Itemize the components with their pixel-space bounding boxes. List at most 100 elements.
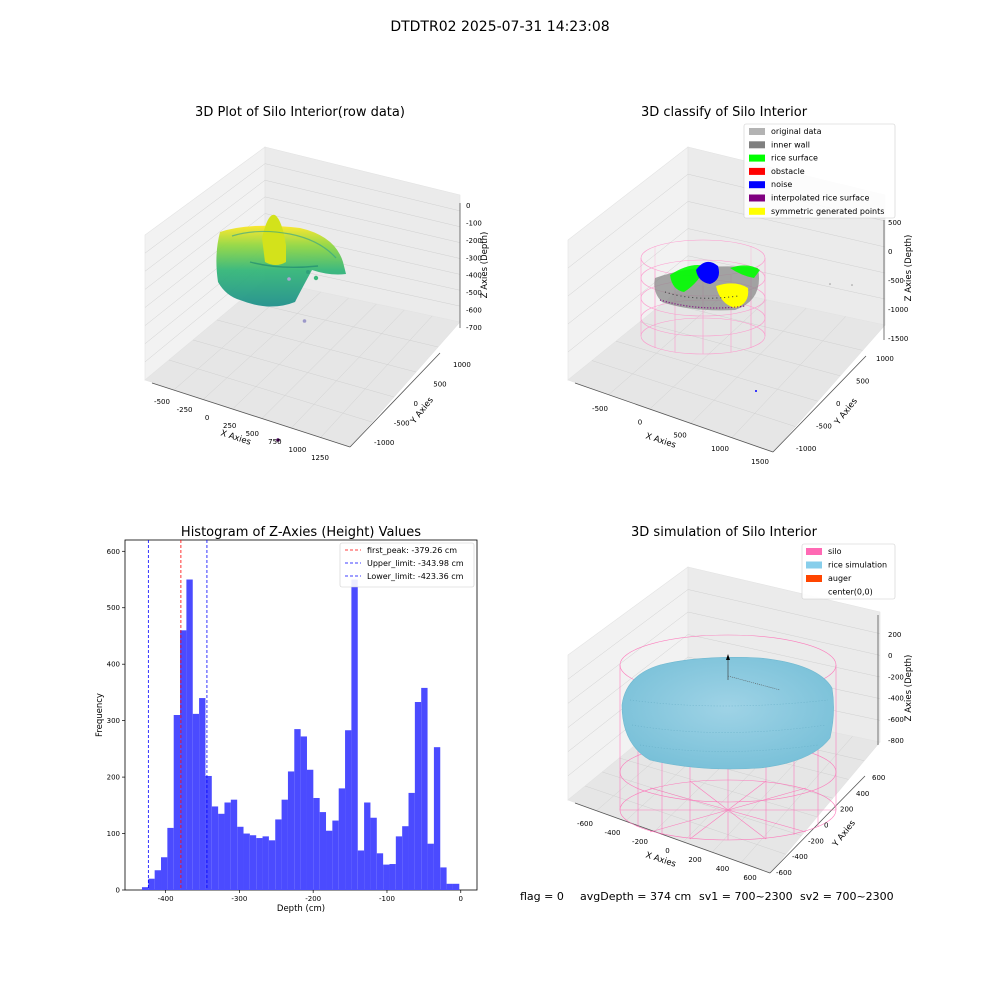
classify-legend-swatch	[749, 141, 765, 149]
hist-y-ticks: 0 100 200 300 400 500 600	[107, 548, 125, 895]
hist-bar	[440, 867, 447, 890]
hist-ylabel: Frequency	[95, 693, 105, 737]
hist-bar	[161, 857, 168, 890]
hist-bar	[205, 775, 212, 890]
figure-suptitle: DTDTR02 2025-07-31 14:23:08	[390, 19, 609, 35]
sim-legend-swatch	[806, 575, 822, 582]
sim-legend-label: rice simulation	[828, 561, 887, 570]
classify-3d-panel: 3D classify of Silo Interior	[567, 105, 914, 466]
raw-x-tick-label: 500	[246, 430, 259, 438]
classify-z-tick-label: -1000	[888, 306, 908, 314]
panel-title-classify: 3D classify of Silo Interior	[641, 105, 808, 120]
hist-bar	[452, 883, 460, 890]
raw-outlier-point	[276, 438, 280, 442]
hist-legend-label: Upper_limit: -343.98 cm	[367, 559, 464, 568]
classify-legend: original data inner wall rice surface obsta…	[743, 123, 896, 219]
panel-title-hist: Histogram of Z-Axies (Height) Values	[181, 525, 421, 540]
hist-bar	[180, 630, 187, 890]
sim-legend: silo rice simulation auger center(0,0)	[801, 543, 896, 600]
sim-y-tick-label: 200	[840, 806, 853, 814]
raw-z-tick-label: -300	[466, 254, 482, 262]
hist-bar	[357, 850, 365, 890]
sim-x-tick-label: 0	[665, 847, 669, 855]
raw-y-tick-label: 1000	[453, 361, 471, 369]
hist-bar	[383, 864, 390, 890]
hist-bar	[230, 799, 238, 890]
sim-z-tick-label: -400	[888, 695, 904, 703]
hist-bar	[275, 819, 282, 890]
hist-bar	[351, 579, 358, 890]
classify-legend-label: noise	[771, 180, 792, 189]
sim-x-tick-label: 400	[716, 865, 729, 873]
sim-legend-label: auger	[828, 574, 852, 583]
classify-legend-label: obstacle	[771, 167, 805, 176]
hist-bar	[173, 715, 181, 890]
sim-legend-swatch	[806, 561, 822, 569]
sim-x-ticks: -600 -400 -200 0 200 400 600	[577, 820, 757, 882]
raw-z-ticks: 0 -100 -200 -300 -400 -500 -600 -700	[466, 202, 482, 332]
hist-x-tick-label: -300	[231, 895, 247, 903]
raw-x-tick-label: 0	[205, 414, 209, 422]
sim-y-tick-label: -600	[776, 869, 792, 877]
classify-legend-label: inner wall	[771, 140, 810, 149]
hist-x-ticks: -400 -300 -200 -100 0	[158, 890, 463, 903]
hist-bar	[186, 579, 193, 890]
raw-outlier-point	[287, 277, 291, 281]
sim-z-tick-label: -200	[888, 673, 904, 681]
classify-x-tick-label: 1500	[751, 458, 769, 466]
classify-legend-swatch	[749, 128, 765, 135]
sim-y-tick-label: 400	[856, 790, 869, 798]
classify-z-tick-label: 500	[888, 219, 901, 227]
hist-bar	[237, 826, 244, 890]
classify-z-tick-label: 0	[888, 248, 892, 256]
footer-avg-depth: avgDepth = 374 cm	[580, 890, 691, 903]
hist-bar	[421, 687, 428, 890]
sim-z-ticks: 200 0 -200 -400 -600 -800	[888, 631, 904, 745]
raw-data-3d-panel: 3D Plot of Silo Interior(row data) -500-…	[144, 105, 490, 462]
raw-z-tick-label: 0	[466, 202, 470, 210]
raw-outliers	[276, 277, 307, 442]
hist-bar	[427, 843, 434, 890]
raw-x-tick-label: 1000	[289, 446, 307, 454]
raw-point-cloud	[216, 214, 346, 307]
classify-z-tick-label: -500	[888, 277, 904, 285]
raw-outlier-point	[302, 319, 307, 323]
hist-bar	[287, 771, 295, 890]
raw-x-tick-label: -500	[154, 398, 170, 406]
classify-x-tick-label: 0	[638, 418, 642, 426]
raw-y-tick-label: 0	[414, 400, 418, 408]
classify-legend-label: symmetric generated points	[771, 207, 884, 216]
classify-y-tick-label: 0	[836, 400, 840, 408]
hist-bar	[306, 769, 314, 890]
hist-bar	[446, 883, 453, 890]
hist-bar	[433, 747, 441, 890]
sim-legend-label: silo	[828, 547, 842, 556]
classify-x-tick-label: -500	[592, 405, 608, 413]
sim-z-tick-label: -600	[888, 716, 904, 724]
classify-legend-swatch	[749, 207, 765, 215]
raw-y-tick-label: 500	[433, 381, 446, 389]
raw-z-tick-label: -400	[466, 272, 482, 280]
hist-bar	[268, 840, 276, 890]
raw-y-tick-label: -500	[394, 420, 410, 428]
hist-bar	[224, 802, 231, 890]
hist-bars	[141, 579, 460, 890]
raw-z-tick-label: -100	[466, 219, 482, 227]
hist-bar	[249, 835, 257, 890]
hist-bar	[370, 817, 377, 890]
raw-z-tick-label: -700	[466, 324, 482, 332]
hist-bar	[345, 730, 352, 890]
hist-x-tick-label: -200	[305, 895, 321, 903]
classify-y-tick-label: -500	[816, 423, 832, 431]
raw-z-tick-label: -600	[466, 307, 482, 315]
hist-bar	[300, 736, 307, 890]
hist-bar	[395, 836, 403, 890]
raw-x-tick-label: -250	[177, 406, 193, 414]
footer-sv1: sv1 = 700~2300	[699, 890, 793, 903]
classify-zlabel: Z Axies (Depth)	[904, 235, 914, 302]
classify-x-ticks: -500 0 500 1000 1500	[592, 405, 769, 466]
classify-legend-swatch	[749, 167, 765, 175]
raw-z-tick-label: -500	[466, 289, 482, 297]
classify-legend-label: rice surface	[771, 154, 818, 163]
